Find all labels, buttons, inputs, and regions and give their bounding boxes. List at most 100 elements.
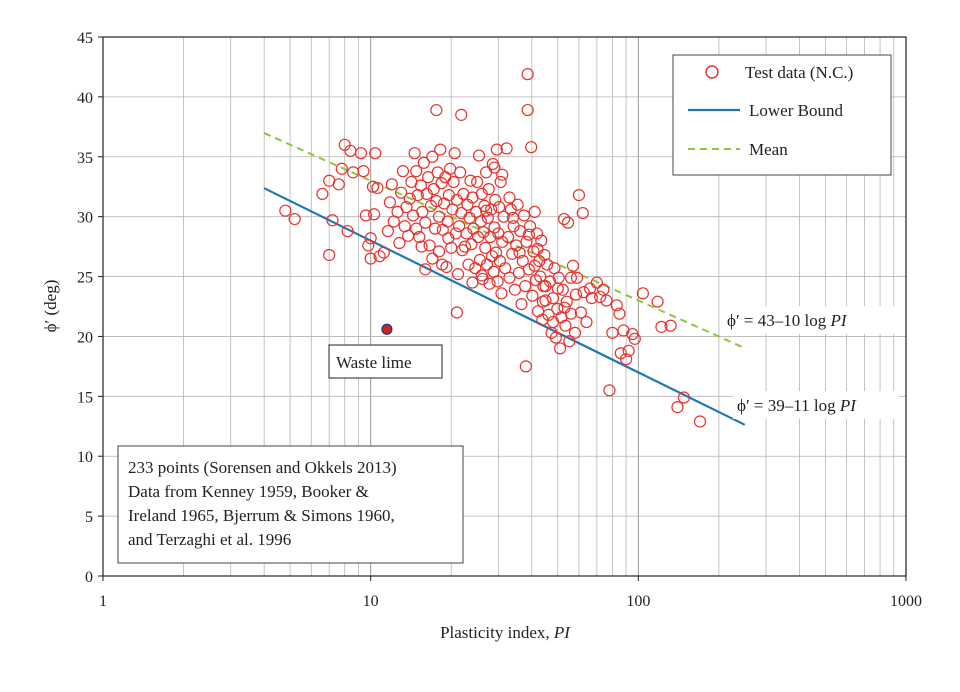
source-note-line-4: and Terzaghi et al. 1996 [128,530,291,549]
mean-line [263,132,746,350]
data-point [671,401,684,414]
waste-lime-point [381,323,393,335]
data-point [526,289,539,302]
data-point [528,259,541,272]
data-point [521,68,534,81]
data-point [447,175,460,189]
y-tick-label: 0 [85,569,93,586]
y-tick-label: 30 [77,210,93,227]
data-point [471,175,484,189]
data-point [362,239,375,252]
data-point [326,214,339,227]
data-point [450,306,464,319]
data-point [561,216,575,229]
data-point [536,295,549,308]
legend-marker-test-data [705,65,719,79]
data-point [622,344,635,357]
data-point [572,189,586,202]
data-point [597,283,610,296]
data-point [436,258,449,271]
data-point [419,263,432,276]
data-point [417,156,430,169]
data-point [488,161,501,174]
data-point [422,171,435,184]
legend-label-mean: Mean [749,140,788,159]
data-point [494,175,507,189]
data-point [419,216,432,229]
y-tick-label: 40 [77,90,93,107]
data-point [288,212,301,226]
data-point [503,271,516,284]
data-point [410,165,423,178]
y-tick-label: 45 [77,30,93,47]
data-point [549,331,562,344]
source-note-line-2: Data from Kenney 1959, Booker & [128,482,369,501]
data-point [465,238,478,251]
data-point [395,186,408,199]
data-point [513,246,526,259]
data-point [332,178,345,191]
axis-ticks: 0 5 10 15 20 25 30 35 40 45 1 10 100 1000 [77,30,922,610]
data-point [430,103,443,117]
data-point [448,147,461,160]
data-point [677,391,691,404]
data-point [511,198,524,211]
data-point [568,326,582,339]
data-point [368,208,381,221]
y-tick-label: 20 [77,329,93,346]
data-point [664,319,677,332]
data-point [464,174,477,187]
data-point [613,307,626,320]
data-point [551,282,564,295]
equation-lower-bound: ϕ′ = 39–11 log PI [737,396,857,415]
data-point [521,103,534,117]
data-point [434,143,447,156]
data-point [414,179,427,192]
data-point [636,287,649,300]
data-point [470,205,483,218]
data-point [458,240,472,253]
data-point [655,320,668,333]
data-point [383,196,397,209]
data-point [480,204,493,217]
data-point [456,244,469,257]
source-note-box [117,445,464,564]
data-point [576,206,589,220]
data-point [413,230,426,244]
legend-label-test-data: Test data (N.C.) [745,63,853,82]
data-point [558,301,571,314]
data-point [600,294,613,307]
data-point [385,178,398,191]
data-point [373,250,386,263]
data-point [491,275,504,288]
data-point [583,282,597,295]
data-point [543,275,557,288]
x-tick-label: 100 [626,593,650,610]
waste-lime-label-box [328,344,443,379]
data-points [279,68,707,428]
equation-lower-bound-bg [733,391,899,419]
data-point [403,192,416,205]
data-point [516,254,529,268]
data-point [426,252,439,265]
data-point [557,212,571,226]
data-point [393,236,406,250]
data-point [594,290,607,304]
data-point [497,210,510,223]
data-point [381,224,395,238]
plot-frame [102,36,907,577]
data-point [501,230,515,244]
data-point [364,232,377,245]
data-point [538,248,551,262]
y-tick-label: 35 [77,150,93,167]
data-point [531,242,544,256]
data-point [354,147,368,160]
legend: Test data (N.C.) Lower Bound Mean [672,54,892,176]
data-point [483,277,496,290]
data-point [574,306,587,319]
waste-lime-label: Waste lime [336,353,412,372]
data-point [529,274,542,287]
data-point [279,204,292,217]
source-note-line-1: 233 points (Sorensen and Okkels 2013) [128,458,397,477]
